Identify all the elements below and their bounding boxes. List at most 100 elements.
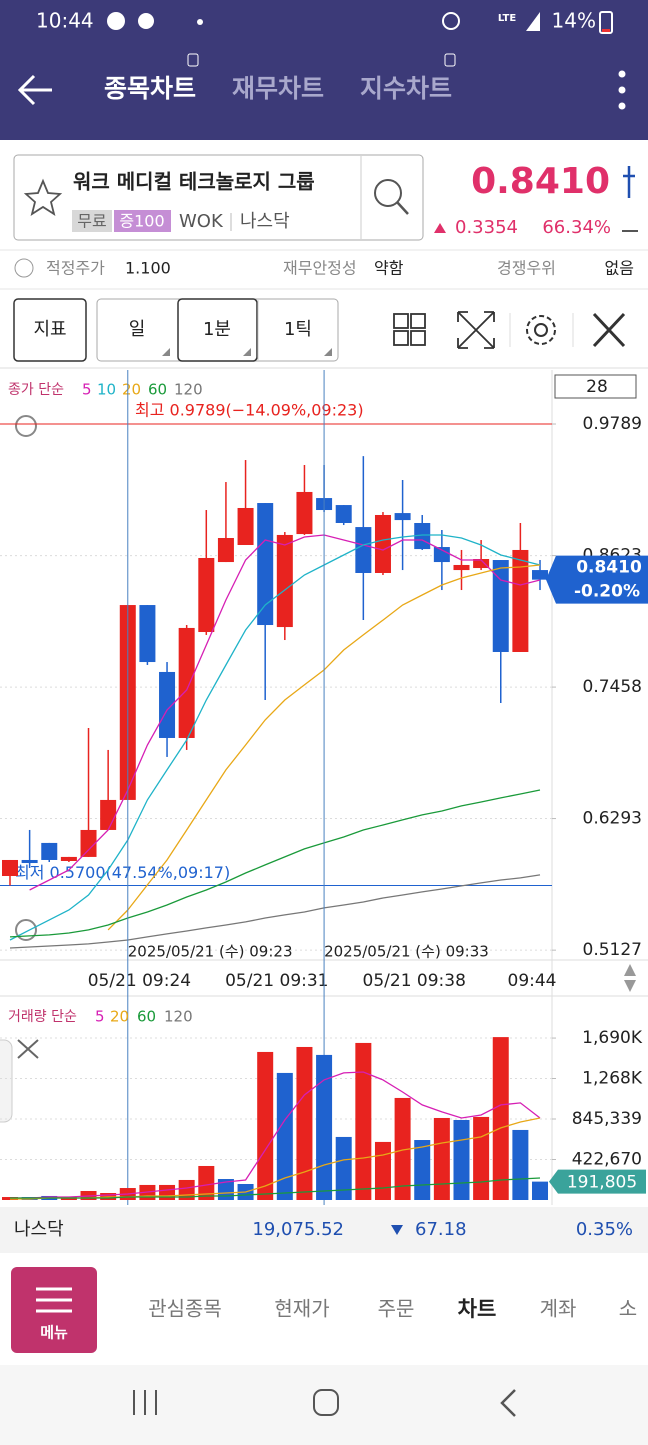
count-label: 28 [586, 377, 608, 397]
home-button[interactable] [313, 1389, 339, 1416]
index-change: 67.18 [415, 1219, 467, 1240]
search-icon[interactable] [374, 179, 402, 207]
info-label: 적정주가 [46, 259, 105, 278]
recents-button[interactable] [133, 1390, 157, 1415]
volume-bar [414, 1140, 431, 1200]
info-label: 재무안정성 [283, 259, 357, 278]
volume-bar [276, 1072, 293, 1200]
volume-bar [217, 1179, 234, 1200]
battery-level [602, 29, 610, 32]
candle-body [335, 505, 352, 523]
count-box[interactable] [554, 374, 637, 399]
period-button[interactable]: 일 [129, 319, 146, 340]
up-arrow [434, 223, 446, 233]
stock-name: 워크 메디컬 테크놀로지 그룹 [73, 170, 315, 194]
side-handle[interactable] [0, 1039, 13, 1123]
current-change: -0.20% [574, 582, 640, 602]
expand-icon[interactable] [457, 311, 495, 349]
back-nav-button[interactable] [500, 1389, 516, 1417]
tab[interactable]: 재무차트 [232, 74, 324, 103]
current-price-tag [546, 555, 648, 604]
tag: 무료 [77, 212, 106, 231]
layout-icon[interactable] [393, 313, 426, 346]
volume-bar [198, 1165, 215, 1200]
ma-line [9, 789, 541, 938]
candle-body [217, 538, 234, 563]
tab-icon [187, 53, 199, 67]
candle-body [139, 605, 156, 663]
info-value: 약함 [374, 259, 404, 278]
alarm-icon [442, 12, 460, 30]
status-icon [138, 13, 154, 29]
nav-item[interactable]: 관심종목 [148, 1297, 222, 1321]
stock-price: 0.8410 [471, 161, 610, 202]
candle-body [2, 859, 18, 877]
nav-item[interactable]: 주문 [378, 1297, 415, 1321]
zoom-in[interactable] [15, 415, 37, 437]
x-tick-label: 05/21 09:31 [225, 971, 328, 991]
candle-body [532, 570, 549, 580]
index-value: 19,075.52 [252, 1219, 344, 1240]
help-icon[interactable] [14, 258, 34, 278]
scroll-arrows[interactable] [624, 964, 636, 992]
candle-body [60, 856, 77, 861]
battery-icon [599, 11, 613, 34]
ma-line [29, 534, 541, 891]
y-tick-label: 0.9789 [583, 414, 642, 434]
volume-bar [473, 1116, 490, 1200]
period-button[interactable]: 1틱 [284, 319, 312, 340]
favorite-star[interactable] [23, 178, 63, 216]
system-nav [0, 1365, 648, 1445]
nav-item[interactable]: 계좌 [540, 1297, 577, 1321]
tag-bg [114, 210, 171, 232]
indicator-button[interactable] [13, 298, 87, 362]
candle-body [355, 527, 372, 573]
tab-icon [444, 53, 456, 67]
nav-item[interactable]: 현재가 [274, 1297, 329, 1321]
back-button[interactable] [17, 74, 52, 106]
down-arrow [391, 1225, 403, 1235]
tab-active[interactable]: 종목차트 [104, 74, 196, 103]
volume-bar [492, 1037, 509, 1200]
legend-entry: 10 [97, 381, 116, 399]
settings-icon[interactable] [526, 315, 556, 345]
extreme-label: 최고 0.9789(−14.09%,09:23) [135, 401, 364, 420]
y-tick-label: 0.5127 [583, 940, 642, 960]
close-volume[interactable] [17, 1039, 39, 1059]
tools-icon[interactable] [592, 312, 626, 348]
candle-body [257, 503, 274, 626]
y-tick-label: 0.6293 [583, 809, 642, 829]
period-button[interactable]: 1분 [203, 319, 231, 340]
x-tick-label: 05/21 09:24 [88, 971, 191, 991]
market: 나스닥 [240, 211, 290, 232]
legend-entry: 120 [174, 381, 203, 399]
tag-bg [72, 210, 112, 232]
volume-bar [159, 1184, 176, 1200]
volume-bar [355, 1042, 372, 1200]
nav-item[interactable]: 소 [619, 1297, 637, 1321]
candle-body [178, 627, 195, 738]
volume-bar [453, 1119, 470, 1200]
info-label: 경쟁우위 [497, 259, 556, 278]
zoom-out[interactable] [15, 919, 37, 941]
candle-body [21, 859, 38, 864]
period-selected[interactable] [177, 298, 258, 362]
y-tick-label: 0.7458 [583, 677, 642, 697]
tab[interactable]: 지수차트 [360, 74, 452, 103]
candle-body [374, 514, 391, 573]
more-button[interactable] [618, 70, 626, 110]
crosshair-label: 2025/05/21 (수) 09:33 [324, 943, 489, 961]
ma-line [9, 874, 541, 949]
volume-bar [394, 1097, 411, 1200]
ma-line [10, 1071, 541, 1199]
legend-entry: 60 [137, 1008, 156, 1026]
candle-body [394, 513, 411, 521]
bottom-nav [0, 1255, 648, 1365]
menu-icon [36, 1287, 72, 1313]
candle-body [512, 549, 529, 652]
volume-bar [296, 1046, 313, 1200]
dropdown-corner [162, 348, 332, 356]
nav-item-active[interactable]: 차트 [458, 1297, 497, 1321]
